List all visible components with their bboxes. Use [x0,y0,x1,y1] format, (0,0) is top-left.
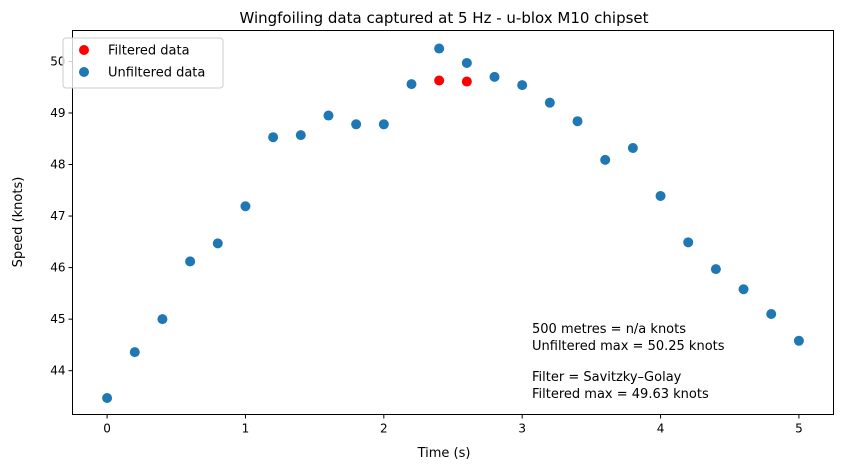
x-tick-label-5: 5 [795,422,803,436]
legend-marker-unfiltered [79,67,89,77]
legend: Filtered data Unfiltered data [62,37,224,89]
point-unfiltered-21 [683,237,694,248]
annotation-block: 500 metres = n/a knots Unfiltered max = … [532,322,725,402]
x-axis-title: Time (s) [417,446,471,461]
point-unfiltered-23 [738,284,749,295]
point-unfiltered-6 [268,132,279,143]
y-axis-title: Speed (knots) [11,177,26,268]
point-unfiltered-16 [544,97,555,108]
chart-title: Wingfoiling data captured at 5 Hz - u-bl… [239,9,648,27]
point-unfiltered-25 [793,335,804,346]
annotation-filter: Filter = Savitzky–Golay [532,370,682,385]
point-unfiltered-8 [323,110,334,121]
point-unfiltered-15 [517,80,528,91]
point-unfiltered-7 [295,130,306,141]
point-unfiltered-18 [600,154,611,165]
point-unfiltered-5 [240,201,251,212]
y-tick-label-3: 47 [50,209,65,223]
plot-frame [72,30,834,415]
legend-label-filtered: Filtered data [108,44,190,59]
point-unfiltered-4 [212,238,223,249]
point-unfiltered-9 [351,119,362,130]
annotation-unfiltered-max: Unfiltered max = 50.25 knots [532,339,725,354]
x-tick-label-0: 0 [103,422,111,436]
y-axis: 44 45 46 47 48 49 50 [50,54,73,378]
point-unfiltered-11 [406,79,417,90]
point-unfiltered-13 [461,57,472,68]
y-tick-label-4: 48 [50,158,65,172]
point-unfiltered-12 [434,43,445,54]
x-axis: 0 1 2 3 4 5 [103,414,803,436]
y-tick-label-6: 50 [50,54,65,68]
point-unfiltered-20 [655,190,666,201]
point-unfiltered-2 [157,314,168,325]
x-tick-label-4: 4 [657,422,665,436]
annotation-filtered-max: Filtered max = 49.63 knots [532,387,709,402]
y-tick-label-2: 46 [50,261,65,275]
legend-marker-filtered [79,45,89,55]
legend-box [62,37,224,89]
point-unfiltered-3 [185,256,196,267]
point-filtered-1 [461,76,472,87]
point-unfiltered-0 [102,393,113,404]
point-unfiltered-22 [710,264,721,275]
point-unfiltered-24 [766,308,777,319]
x-tick-label-2: 2 [380,422,388,436]
x-tick-label-3: 3 [518,422,526,436]
point-unfiltered-10 [378,119,389,130]
point-unfiltered-19 [627,143,638,154]
y-tick-label-5: 49 [50,106,65,120]
x-tick-label-1: 1 [242,422,250,436]
point-filtered-0 [434,75,445,86]
y-tick-label-0: 44 [50,364,65,378]
point-unfiltered-14 [489,71,500,82]
plot-marks [102,43,804,404]
point-unfiltered-1 [129,347,140,358]
y-tick-label-1: 45 [50,312,65,326]
legend-label-unfiltered: Unfiltered data [108,66,205,81]
point-unfiltered-17 [572,116,583,127]
annotation-500m: 500 metres = n/a knots [532,322,686,337]
